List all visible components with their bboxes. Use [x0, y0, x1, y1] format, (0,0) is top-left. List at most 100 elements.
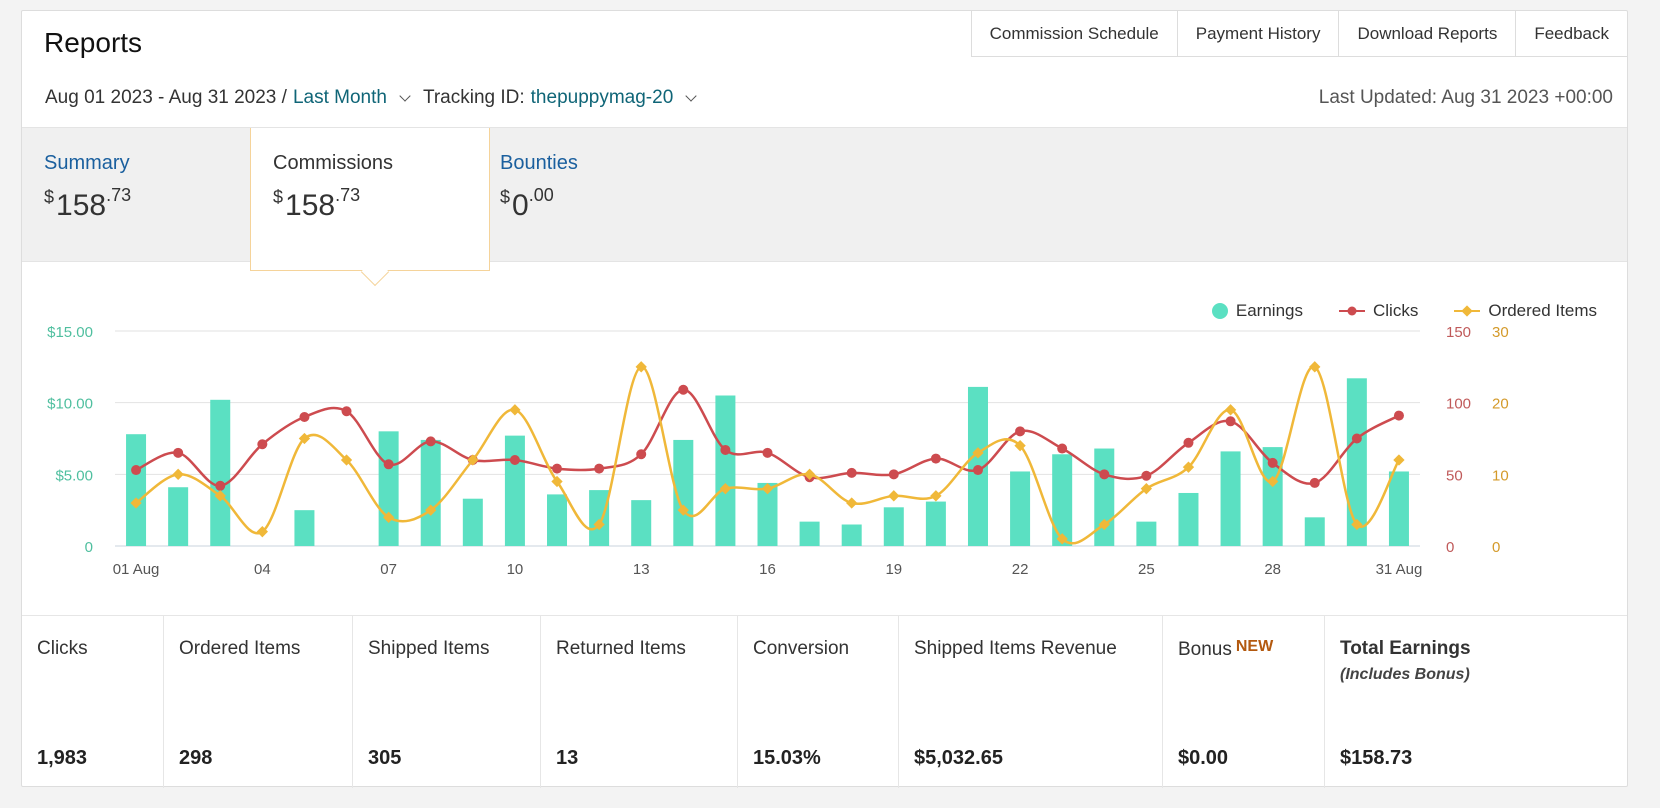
earnings-bar — [547, 494, 568, 546]
last-updated: Last Updated: Aug 31 2023 +00:00 — [1318, 87, 1613, 108]
earnings-bar — [1094, 448, 1115, 546]
report-tabs: Summary $158.73 Commissions $158.73 Boun… — [22, 127, 1627, 287]
earnings-bar — [1010, 471, 1031, 546]
earnings-bar — [1388, 471, 1409, 546]
stat-clicks: Clicks 1,983 — [22, 616, 164, 788]
y-right-ordered-tick-label: 10 — [1492, 467, 1509, 484]
ordered-items-point — [214, 490, 226, 502]
y-left-tick-label: $10.00 — [47, 396, 93, 413]
earnings-bar — [462, 498, 483, 546]
clicks-point — [1225, 416, 1236, 427]
y-left-tick-label: $5.00 — [55, 467, 93, 484]
earnings-bar — [1052, 454, 1073, 546]
stat-conversion: Conversion 15.03% — [738, 616, 899, 788]
clicks-point — [552, 463, 563, 474]
ordered-items-point — [677, 504, 689, 516]
clicks-point — [299, 412, 310, 422]
ordered-items-point — [1098, 518, 1110, 531]
clicks-point — [720, 444, 731, 455]
earnings-bar — [210, 399, 231, 546]
tracking-label: Tracking ID: — [422, 87, 525, 108]
legend-clicks[interactable]: Clicks — [1339, 301, 1418, 321]
clicks-point — [888, 469, 899, 480]
ordered-items-point — [593, 518, 605, 531]
chart-legend: Earnings Clicks Ordered Items — [1211, 301, 1597, 321]
clicks-point — [341, 406, 352, 417]
ordered-items-point — [509, 404, 521, 416]
ordered-items-point — [1140, 483, 1153, 495]
clicks-point — [1015, 426, 1026, 437]
earnings-bar — [126, 434, 147, 546]
earnings-bar — [799, 521, 820, 546]
clicks-point — [846, 467, 857, 478]
ordered-items-point — [467, 454, 479, 466]
circle-icon — [1211, 303, 1228, 319]
stat-shipped-items: Shipped Items 305 — [353, 616, 541, 788]
legend-earnings[interactable]: Earnings — [1211, 301, 1303, 321]
clicks-point — [636, 449, 647, 460]
earnings-bar — [673, 439, 694, 546]
earnings-bar — [631, 500, 652, 546]
tab-commissions[interactable]: Commissions $158.73 — [250, 128, 490, 287]
clicks-point — [215, 480, 226, 491]
y-right-ordered-tick-label: 0 — [1492, 539, 1500, 556]
top-links: Commission Schedule Payment History Down… — [970, 11, 1627, 57]
y-right-clicks-tick-label: 0 — [1446, 539, 1454, 556]
payment-history-link[interactable]: Payment History — [1178, 11, 1340, 56]
x-tick-label: 07 — [380, 561, 397, 578]
earnings-bar — [757, 482, 778, 546]
ordered-items-point — [1224, 404, 1237, 416]
x-tick-label: 04 — [254, 561, 271, 578]
tab-summary[interactable]: Summary $158.73 — [22, 128, 262, 263]
period-dropdown[interactable]: Last Month — [292, 87, 387, 108]
commission-schedule-link[interactable]: Commission Schedule — [972, 11, 1178, 56]
stats-row: Clicks 1,983 Ordered Items 298 Shipped Ite… — [22, 615, 1627, 788]
clicks-point — [1267, 457, 1278, 468]
clicks-point — [594, 463, 605, 474]
clicks-point — [1351, 433, 1362, 444]
ordered-items-point — [1267, 475, 1279, 488]
ordered-items-point — [803, 468, 816, 480]
feedback-link[interactable]: Feedback — [1534, 24, 1609, 43]
earnings-bar — [420, 439, 441, 546]
earnings-bar — [883, 507, 904, 546]
ordered-items-point — [340, 454, 353, 466]
ordered-items-point — [298, 432, 311, 445]
x-tick-label: 22 — [1012, 561, 1029, 578]
ordered-items-point — [635, 361, 647, 373]
earnings-bar — [1304, 517, 1325, 546]
tab-commissions-label: Commissions — [273, 152, 394, 174]
stat-shipped-revenue: Shipped Items Revenue $5,032.65 — [899, 616, 1163, 788]
clicks-point — [173, 447, 184, 458]
ordered-items-point — [930, 490, 942, 502]
x-tick-label: 01 Aug — [113, 561, 160, 578]
ordered-items-point — [888, 490, 900, 502]
clicks-point — [930, 453, 941, 464]
tab-summary-amount: $158.73 — [44, 185, 132, 222]
earnings-bar — [504, 435, 525, 546]
new-badge: NEW — [1235, 638, 1274, 655]
earnings-bar — [1346, 378, 1367, 546]
page-title: Reports — [44, 27, 143, 58]
tab-bounties[interactable]: Bounties $0.00 — [478, 128, 718, 263]
filter-row: Aug 01 2023 - Aug 31 2023 / Last Month T… — [45, 87, 709, 109]
legend-ordered-items[interactable]: Ordered Items — [1454, 301, 1597, 321]
clicks-point — [1309, 477, 1320, 488]
tab-bounties-label: Bounties — [500, 152, 578, 174]
ordered-items-point — [425, 504, 437, 516]
ordered-items-point — [719, 483, 732, 495]
ordered-items-point — [1309, 361, 1321, 373]
x-tick-label: 19 — [885, 561, 902, 578]
y-right-clicks-tick-label: 100 — [1446, 396, 1471, 413]
y-right-ordered-tick-label: 20 — [1492, 396, 1509, 413]
ordered-items-point — [761, 483, 774, 495]
earnings-bar — [378, 431, 399, 546]
clicks-point — [131, 465, 142, 476]
stat-returned-items: Returned Items 13 — [541, 616, 738, 788]
earnings-bar — [1220, 451, 1241, 546]
download-reports-link[interactable]: Download Reports — [1339, 11, 1517, 56]
earnings-bar — [1136, 521, 1157, 546]
tracking-id-dropdown[interactable]: thepuppymag-20 — [530, 87, 674, 108]
line-dot-icon — [1339, 306, 1365, 316]
earnings-bar — [168, 487, 189, 546]
